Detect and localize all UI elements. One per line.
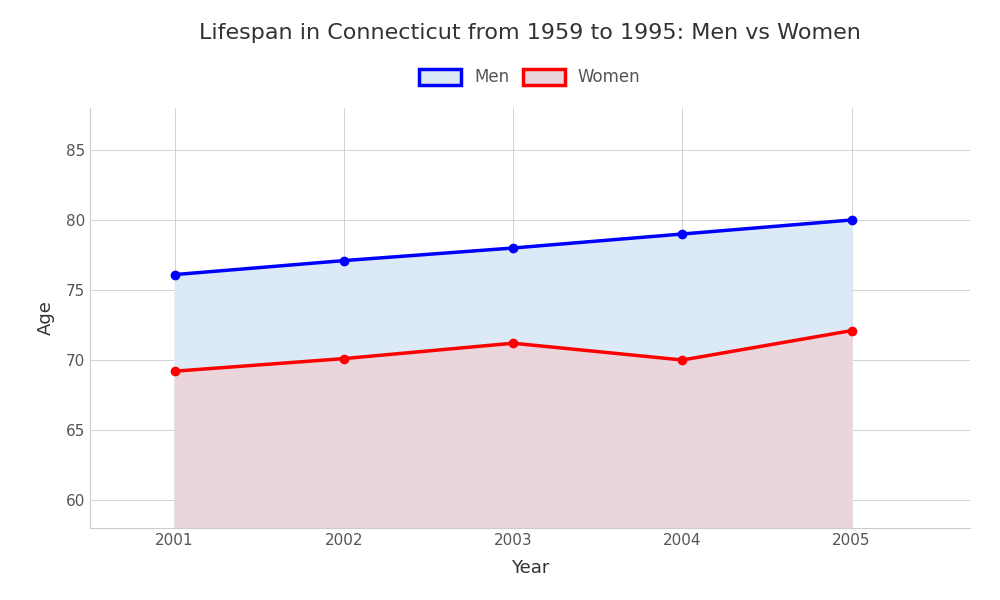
Legend: Men, Women: Men, Women — [413, 62, 647, 93]
X-axis label: Year: Year — [511, 559, 549, 577]
Title: Lifespan in Connecticut from 1959 to 1995: Men vs Women: Lifespan in Connecticut from 1959 to 199… — [199, 23, 861, 43]
Y-axis label: Age: Age — [37, 301, 55, 335]
